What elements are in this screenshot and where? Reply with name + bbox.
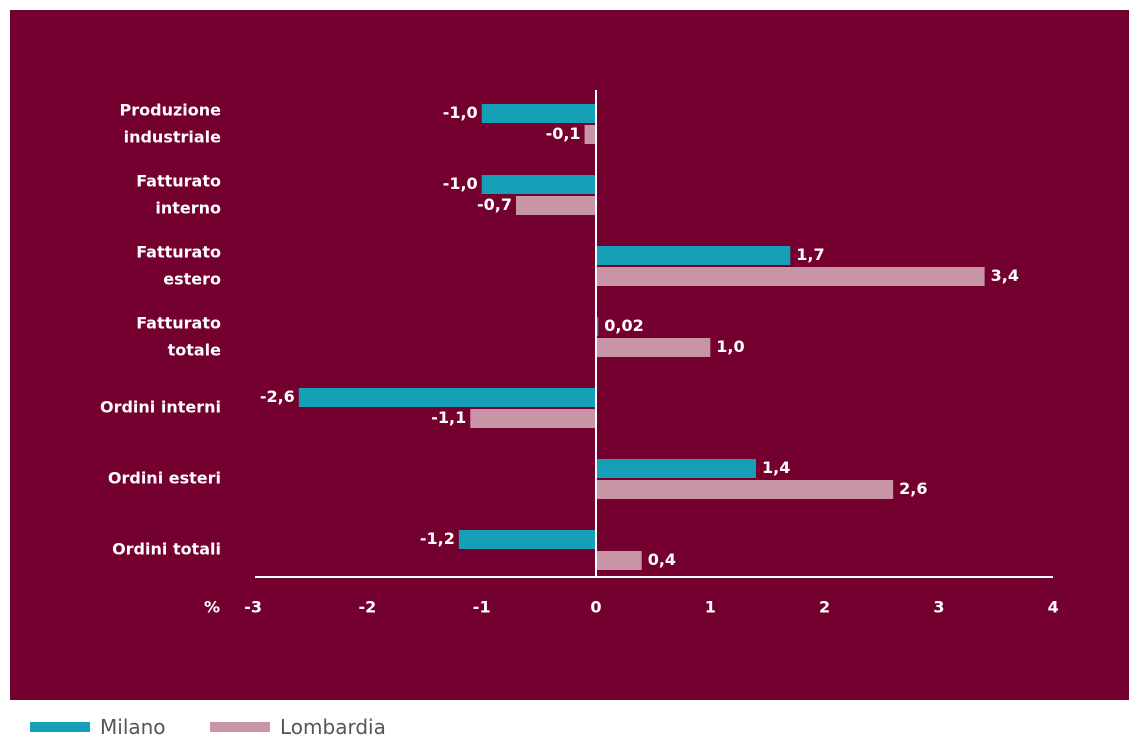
data-label-milano: -1,2 [420, 529, 455, 548]
x-tick-label: 3 [933, 598, 944, 617]
legend-label-milano: Milano [100, 715, 166, 739]
data-label-lombardia: 3,4 [991, 266, 1019, 285]
category-label: interno [155, 199, 221, 218]
data-label-milano: 1,7 [796, 245, 824, 264]
data-label-lombardia: 0,4 [648, 550, 676, 569]
bar-lombardia [596, 551, 642, 570]
data-label-lombardia: -0,1 [546, 124, 581, 143]
x-tick-label: -1 [473, 598, 491, 617]
bar-milano [596, 317, 599, 336]
x-axis-unit-label: % [204, 598, 220, 617]
bar-milano [481, 104, 596, 123]
data-label-milano: -2,6 [260, 387, 295, 406]
bar-milano [458, 530, 596, 549]
category-label: industriale [124, 128, 222, 147]
data-label-milano: -1,0 [443, 174, 478, 193]
category-label: Produzione [120, 101, 222, 120]
bar-milano [481, 175, 596, 194]
data-label-lombardia: -0,7 [477, 195, 512, 214]
chart-svg: Produzione industriale -1,0 -0,1 Fatturato in… [100, 90, 1059, 617]
data-label-milano: 0,02 [604, 316, 643, 335]
legend: Milano Lombardia [0, 700, 1129, 746]
category-label: Ordini totali [112, 540, 221, 559]
x-tick-label: 4 [1048, 598, 1059, 617]
bar-lombardia [515, 196, 596, 215]
bar-lombardia [596, 267, 985, 286]
bar-milano [596, 246, 791, 265]
legend-swatch-milano [30, 722, 90, 732]
data-label-lombardia: -1,1 [431, 408, 466, 427]
category-label: Fatturato [136, 172, 221, 191]
bar-lombardia [596, 480, 894, 499]
data-label-milano: -1,0 [443, 103, 478, 122]
legend-item-milano: Milano [30, 714, 166, 740]
bar-lombardia [470, 409, 596, 428]
category-label: totale [168, 341, 222, 360]
category-label: Fatturato [136, 243, 221, 262]
x-tick-label: 0 [590, 598, 601, 617]
data-label-lombardia: 1,0 [716, 337, 744, 356]
bar-milano [298, 388, 596, 407]
x-tick-label: -2 [359, 598, 377, 617]
bar-lombardia [584, 125, 596, 144]
bar-lombardia [596, 338, 711, 357]
category-label: Ordini esteri [108, 469, 221, 488]
category-label: estero [163, 270, 221, 289]
x-tick-label: 1 [705, 598, 716, 617]
legend-swatch-lombardia [210, 722, 270, 732]
chart-panel [10, 10, 1129, 700]
category-label: Ordini interni [100, 398, 221, 417]
x-tick-label: 2 [819, 598, 830, 617]
bar-milano [596, 459, 757, 478]
legend-item-lombardia: Lombardia [210, 714, 386, 740]
category-label: Fatturato [136, 314, 221, 333]
data-label-milano: 1,4 [762, 458, 790, 477]
data-label-lombardia: 2,6 [899, 479, 927, 498]
x-tick-label: -3 [244, 598, 262, 617]
legend-label-lombardia: Lombardia [280, 715, 386, 739]
